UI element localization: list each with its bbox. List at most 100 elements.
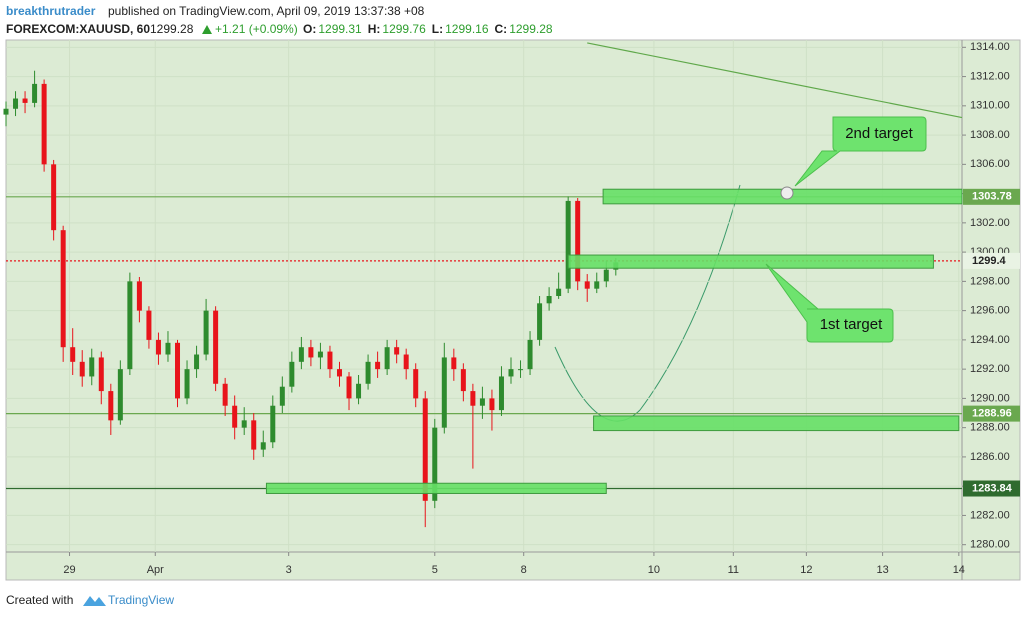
- x-tick-label: 10: [648, 564, 660, 576]
- candle-body: [356, 383, 362, 399]
- candle-body: [232, 405, 238, 428]
- candle-body: [146, 310, 152, 340]
- candle-body: [117, 369, 123, 421]
- y-tick-label: 1308.00: [970, 129, 1010, 141]
- symbol: FOREXCOM:XAUUSD, 60: [6, 22, 150, 36]
- y-tick-label: 1314.00: [970, 41, 1010, 53]
- y-tick-label: 1312.00: [970, 70, 1010, 82]
- candle-body: [451, 357, 457, 370]
- ohlc-value: 1299.28: [509, 22, 553, 36]
- x-tick-label: Apr: [147, 564, 164, 576]
- price-label: 1288.96: [972, 408, 1012, 420]
- candle-body: [241, 420, 247, 428]
- ohlc-value: 1299.31: [318, 22, 362, 36]
- candle-body: [79, 361, 85, 377]
- candle-body: [260, 442, 266, 450]
- candle-body: [594, 281, 600, 289]
- ohlc-label: H:: [368, 22, 381, 36]
- x-tick-label: 29: [63, 564, 75, 576]
- candle-body: [546, 296, 552, 304]
- candle-body: [194, 354, 200, 370]
- price-label-box: [963, 188, 1020, 205]
- brand[interactable]: TradingView: [108, 593, 174, 607]
- annotation: 1st target: [820, 316, 883, 333]
- y-tick-label: 1280.00: [970, 539, 1010, 551]
- candle-body: [603, 269, 609, 282]
- candle-body: [422, 398, 428, 501]
- candle-body: [279, 386, 285, 406]
- price-label-box: [963, 252, 1020, 269]
- candle-body: [317, 351, 323, 358]
- candle-body: [222, 383, 228, 406]
- candle-body: [479, 398, 485, 406]
- candle-body: [365, 361, 371, 384]
- candle-body: [22, 98, 28, 103]
- candle-body: [13, 98, 19, 109]
- candle-body: [70, 347, 76, 362]
- y-tick-label: 1306.00: [970, 158, 1010, 170]
- candle-body: [394, 347, 400, 355]
- candle-body: [489, 398, 495, 411]
- y-tick-label: 1288.00: [970, 422, 1010, 434]
- candle-body: [213, 310, 219, 384]
- candle-body: [108, 391, 114, 421]
- y-tick-label: 1310.00: [970, 100, 1010, 112]
- y-tick-label: 1296.00: [970, 305, 1010, 317]
- candle-body: [155, 339, 161, 355]
- candle-body: [298, 347, 304, 362]
- candle-body: [184, 369, 190, 399]
- candle-body: [51, 164, 57, 231]
- change: +1.21 (+0.09%): [215, 22, 298, 36]
- candle-body: [346, 376, 352, 399]
- candle-body: [41, 83, 47, 165]
- candle-body: [89, 357, 95, 377]
- candle-body: [289, 361, 295, 387]
- created-with: Created with: [6, 593, 73, 607]
- y-tick-label: 1282.00: [970, 509, 1010, 521]
- candle-body: [527, 339, 533, 370]
- x-tick-label: 12: [800, 564, 812, 576]
- author[interactable]: breakthrutrader: [6, 4, 96, 18]
- up-arrow: [202, 25, 212, 34]
- ohlc-label: O:: [303, 22, 316, 36]
- candle-body: [460, 369, 466, 392]
- candle-body: [575, 200, 581, 282]
- candle-body: [136, 281, 142, 311]
- candle-body: [251, 420, 257, 450]
- y-tick-label: 1292.00: [970, 363, 1010, 375]
- callout: [765, 263, 894, 343]
- x-tick-label: 13: [876, 564, 888, 576]
- candle-body: [175, 342, 181, 399]
- candle-body: [127, 281, 133, 370]
- plot: 1280.001282.001284.001286.001288.001290.…: [3, 40, 1020, 576]
- x-tick-label: 5: [432, 564, 438, 576]
- ohlc-value: 1299.16: [445, 22, 489, 36]
- candle-body: [403, 354, 409, 370]
- y-tick-label: 1298.00: [970, 275, 1010, 287]
- candle-body: [98, 357, 104, 392]
- annotation: 2nd target: [845, 125, 913, 142]
- x-tick-label: 8: [521, 564, 527, 576]
- target-zone: [593, 415, 960, 432]
- candle-body: [32, 83, 38, 103]
- candle-body: [556, 288, 562, 296]
- ohlc-value: 1299.76: [382, 22, 426, 36]
- callout: [794, 116, 927, 187]
- y-tick-label: 1286.00: [970, 451, 1010, 463]
- price-label: 1299.4: [972, 255, 1007, 267]
- target-zone: [567, 254, 934, 269]
- candle-body: [165, 342, 171, 355]
- candle-body: [470, 391, 476, 406]
- candle-body: [498, 376, 504, 411]
- target-marker: [780, 186, 794, 200]
- candle-body: [384, 347, 390, 370]
- x-tick-label: 11: [728, 564, 739, 576]
- last-price: 1299.28: [150, 22, 194, 36]
- candle-body: [537, 303, 543, 340]
- ohlc-label: L:: [432, 22, 443, 36]
- ohlc-label: C:: [495, 22, 508, 36]
- y-tick-label: 1290.00: [970, 392, 1010, 404]
- x-tick-label: 14: [953, 564, 965, 576]
